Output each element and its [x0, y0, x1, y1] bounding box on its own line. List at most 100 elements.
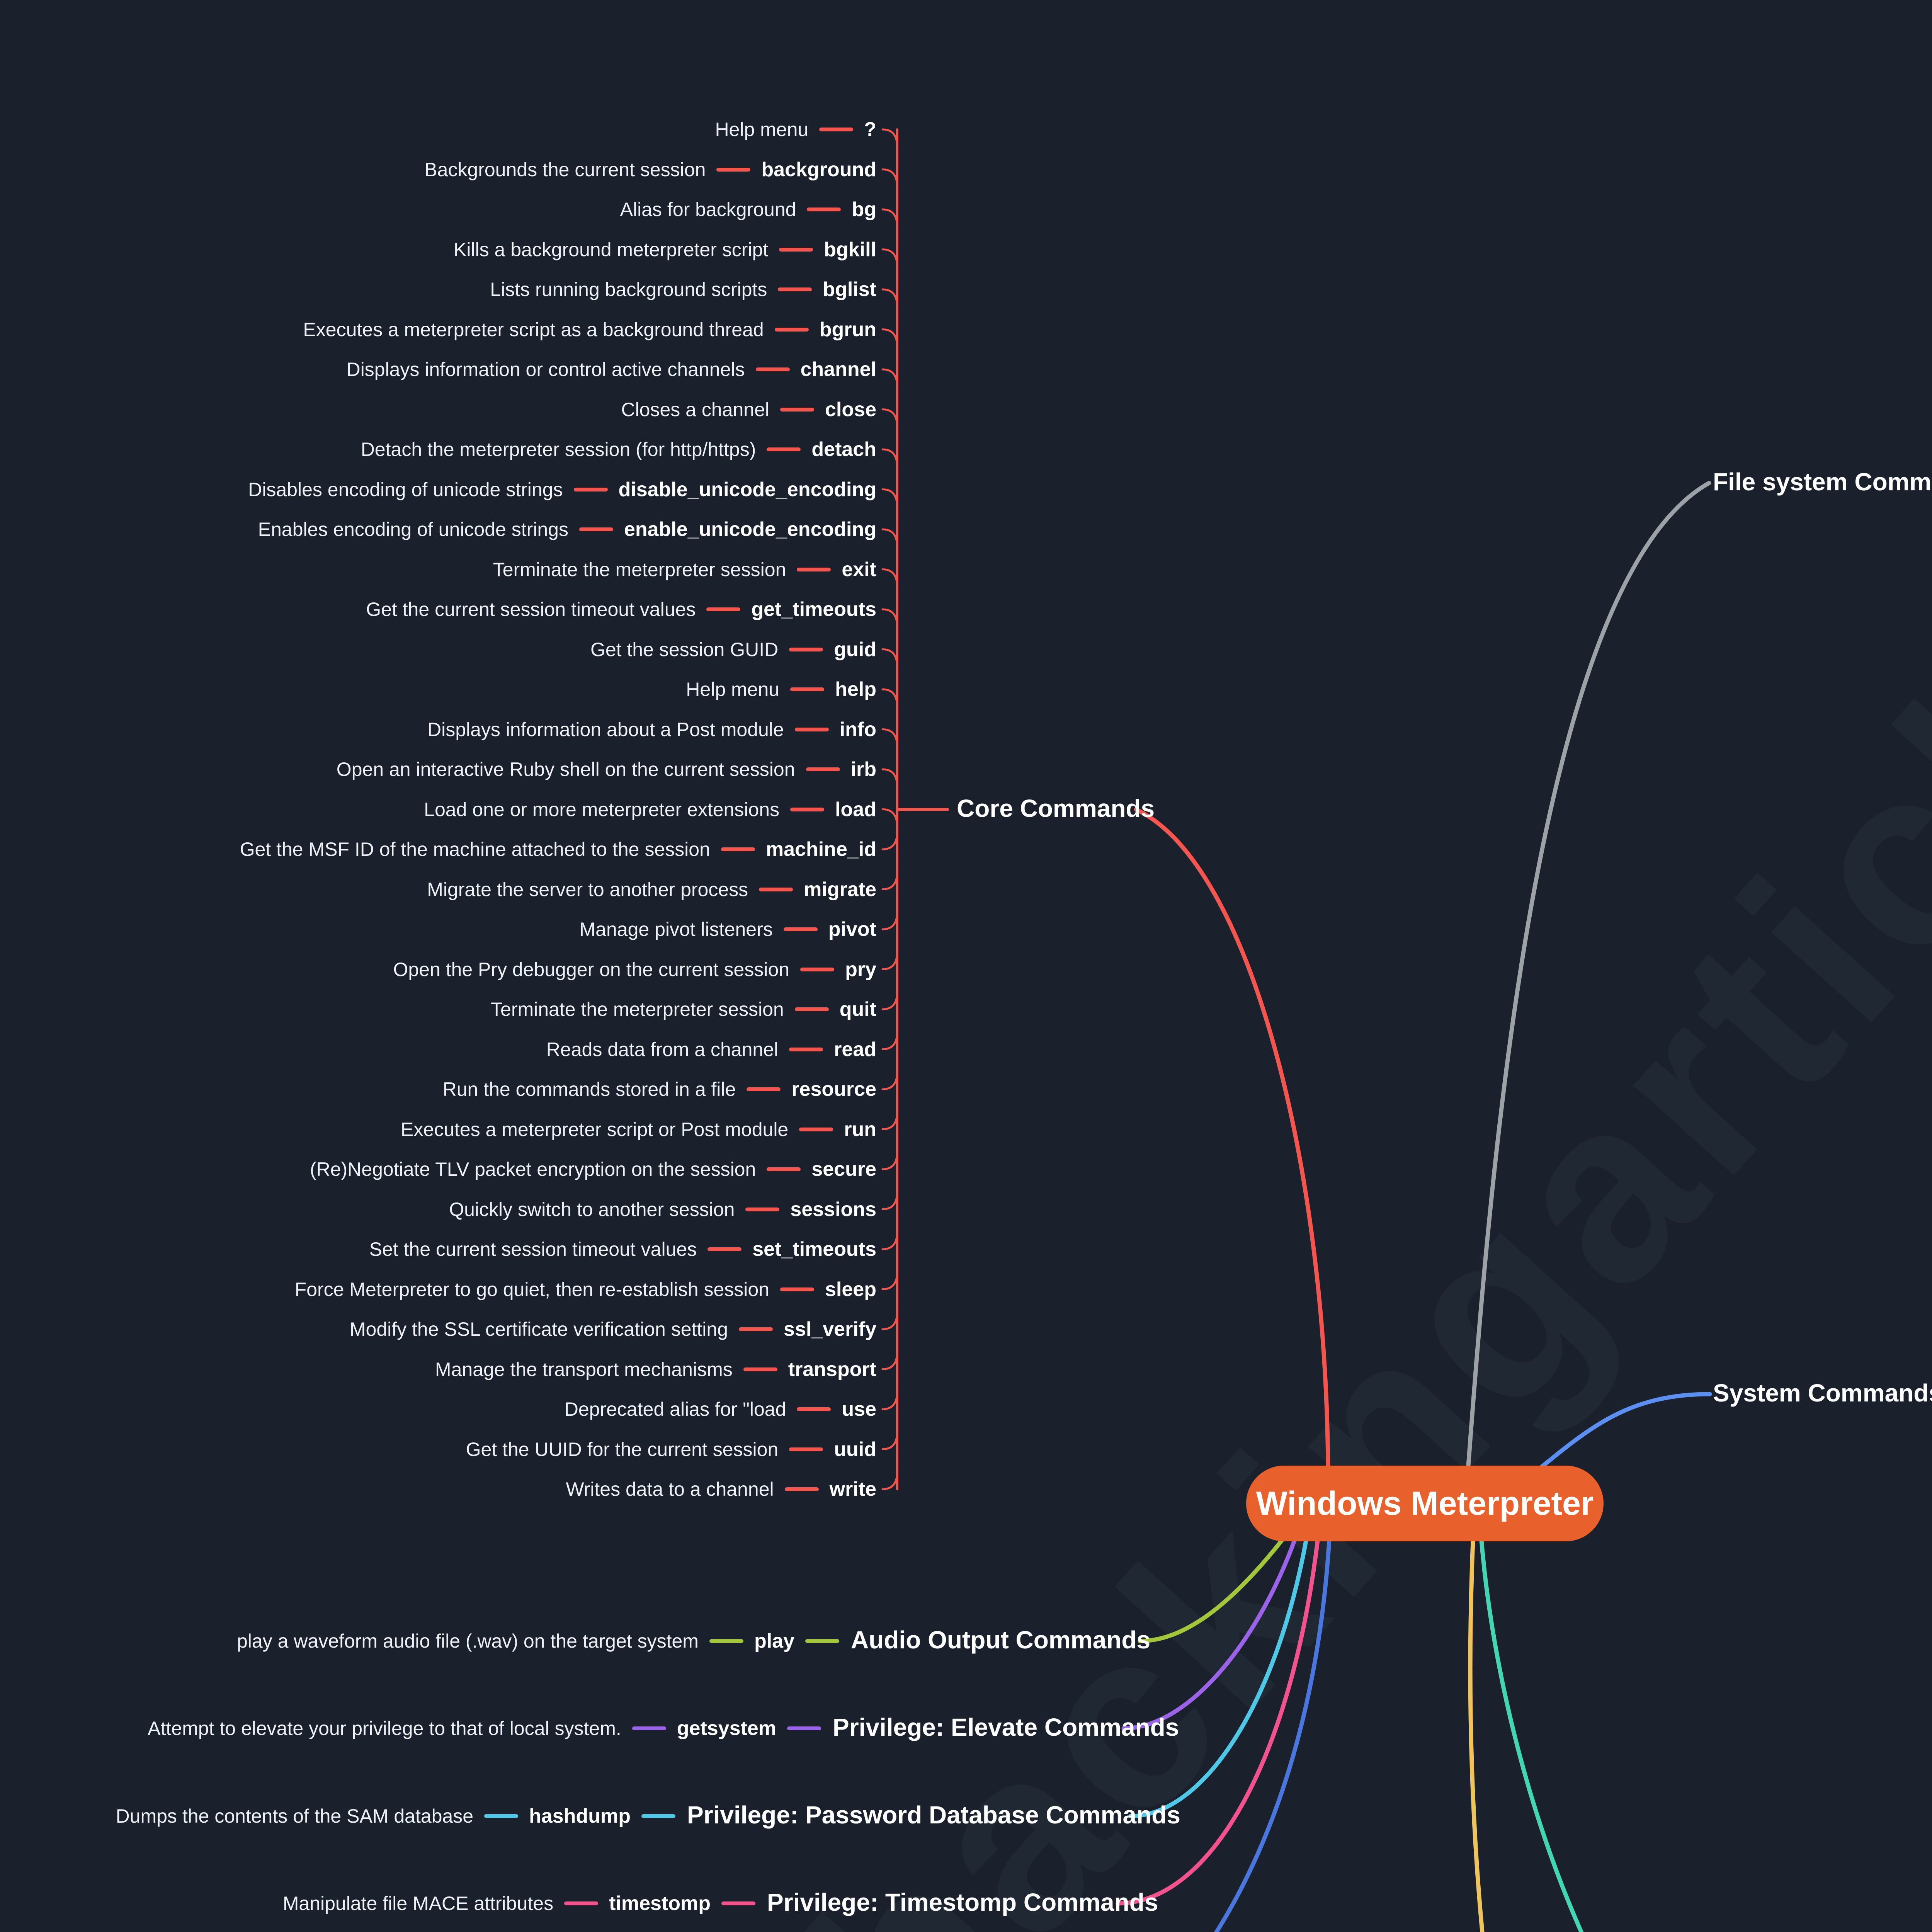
command-row: Dumps the contents of the SAM database ha… — [116, 1796, 675, 1837]
command-description: Run the commands stored in a file — [442, 1078, 736, 1100]
command-description: Lists running background scripts — [490, 279, 767, 300]
command-name: resource — [791, 1078, 876, 1100]
command-description: Migrate the server to another process — [427, 878, 748, 900]
command-row: Quickly switch to another session session… — [449, 1189, 876, 1230]
command-row: Open the Pry debugger on the current ses… — [393, 949, 876, 990]
command-row: Run the commands stored in a file resourc… — [443, 1069, 876, 1110]
command-description: Closes a channel — [621, 398, 770, 420]
branch-connector — [881, 830, 898, 850]
command-description: Get the MSF ID of the machine attached t… — [240, 838, 710, 860]
command-description: (Re)Negotiate TLV packet encryption on t… — [310, 1158, 756, 1180]
command-row: Migrate the server to another process mig… — [427, 869, 876, 910]
command-description: Writes data to a channel — [566, 1478, 774, 1500]
branch-connector — [881, 1310, 898, 1330]
branch-connector — [881, 688, 898, 708]
connector-dash — [632, 1726, 666, 1730]
command-row: Get the MSF ID of the machine attached t… — [240, 829, 876, 870]
branch-connector — [881, 168, 898, 188]
connector-dash — [783, 927, 818, 931]
branch-connector — [881, 368, 898, 388]
section-label-audio: Audio Output Commands — [851, 1626, 1151, 1654]
command-description: Disables encoding of unicode strings — [248, 478, 563, 500]
connector-dash — [706, 607, 741, 611]
command-row: Get the UUID for the current session uuid — [466, 1429, 876, 1470]
branch-connector — [881, 728, 898, 748]
section-label-filesystem: File system Commands — [1713, 468, 1932, 496]
command-description: Executes a meterpreter script as a backg… — [303, 318, 764, 340]
command-name: quit — [839, 998, 876, 1020]
command-description: Terminate the meterpreter session — [493, 558, 786, 580]
command-name: bg — [852, 198, 876, 221]
command-name: secure — [811, 1158, 876, 1180]
command-name: info — [839, 718, 876, 741]
command-description: Load one or more meterpreter extensions — [424, 798, 780, 820]
branch-connector — [881, 1270, 898, 1290]
command-name: machine_id — [765, 838, 876, 861]
connector-dash — [787, 1726, 821, 1730]
branch-connector — [881, 1150, 898, 1170]
command-row: Terminate the meterpreter session quit — [491, 989, 876, 1030]
branch-connector — [881, 208, 898, 228]
command-row: Help menu? — [715, 109, 876, 150]
command-row: Get the session GUID guid — [590, 629, 876, 670]
command-row: Load one or more meterpreter extensions l… — [424, 789, 876, 830]
command-name: timestomp — [609, 1892, 711, 1915]
command-row: Enables encoding of unicode strings enabl… — [258, 509, 876, 550]
command-name: enable_unicode_encoding — [624, 518, 876, 541]
command-row: play a waveform audio file (.wav) on the… — [237, 1621, 839, 1662]
branch-connector — [881, 1190, 898, 1210]
connector-dash — [755, 367, 790, 371]
branch-connector — [1537, 1392, 1712, 1471]
branch-connector — [881, 1031, 898, 1050]
command-name: close — [825, 398, 876, 421]
branch-connector — [881, 768, 898, 788]
section-label-core: Core Commands — [957, 794, 1155, 823]
branch-connector — [1138, 1538, 1284, 1643]
command-row: Attempt to elevate your privilege to tha… — [148, 1708, 821, 1749]
connector-dash — [709, 1639, 743, 1643]
command-name: bgrun — [819, 318, 876, 341]
command-row: Alias for background bg — [620, 189, 876, 230]
command-row: Terminate the meterpreter session exit — [493, 549, 876, 590]
command-description: Open the Pry debugger on the current ses… — [393, 958, 790, 980]
command-row: Help menu help — [686, 669, 876, 710]
command-description: Kills a background meterpreter script — [453, 238, 769, 260]
command-row: Get the current session timeout values ge… — [366, 589, 876, 630]
branch-connector — [881, 528, 898, 548]
command-name: guid — [834, 638, 876, 661]
branch-connector — [881, 448, 898, 468]
command-description: Dumps the contents of the SAM database — [116, 1805, 474, 1827]
connector-dash — [721, 847, 755, 851]
connector-dash — [805, 1639, 839, 1643]
command-name: uuid — [834, 1438, 876, 1461]
command-name: detach — [811, 438, 876, 461]
branch-connector — [881, 910, 898, 930]
connector-dash — [789, 1047, 823, 1051]
command-row: Modify the SSL certificate verification … — [350, 1309, 876, 1350]
connector-dash — [484, 1814, 519, 1818]
command-name: sleep — [825, 1278, 876, 1301]
section-label-system: System Commands — [1713, 1379, 1932, 1407]
connector-dash — [747, 1087, 781, 1091]
branch-connector — [881, 1070, 898, 1090]
command-description: Alias for background — [620, 199, 796, 220]
branch-connector — [881, 808, 898, 828]
command-description: Help menu — [686, 679, 780, 700]
branch-connector — [1128, 1538, 1308, 1818]
command-description: Executes a meterpreter script or Post mo… — [401, 1118, 789, 1140]
connector-dash — [767, 447, 801, 451]
connector-dash — [779, 247, 813, 252]
command-description: Attempt to elevate your privilege to tha… — [148, 1718, 621, 1739]
command-description: Detach the meterpreter session (for http… — [361, 439, 756, 460]
branch-connector — [1468, 1538, 1485, 1932]
section-label-timestomp: Privilege: Timestomp Commands — [767, 1888, 1158, 1917]
command-row: Displays information about a Post module… — [427, 709, 876, 750]
command-description: Set the current session timeout values — [369, 1238, 697, 1260]
branch-connector — [1479, 1538, 1584, 1932]
connector-dash — [784, 1487, 819, 1491]
connector-dash — [806, 767, 840, 771]
branch-connector — [881, 951, 898, 970]
branch-connector — [881, 1230, 898, 1250]
branch-connector — [881, 328, 898, 348]
command-description: Terminate the meterpreter session — [491, 998, 784, 1020]
